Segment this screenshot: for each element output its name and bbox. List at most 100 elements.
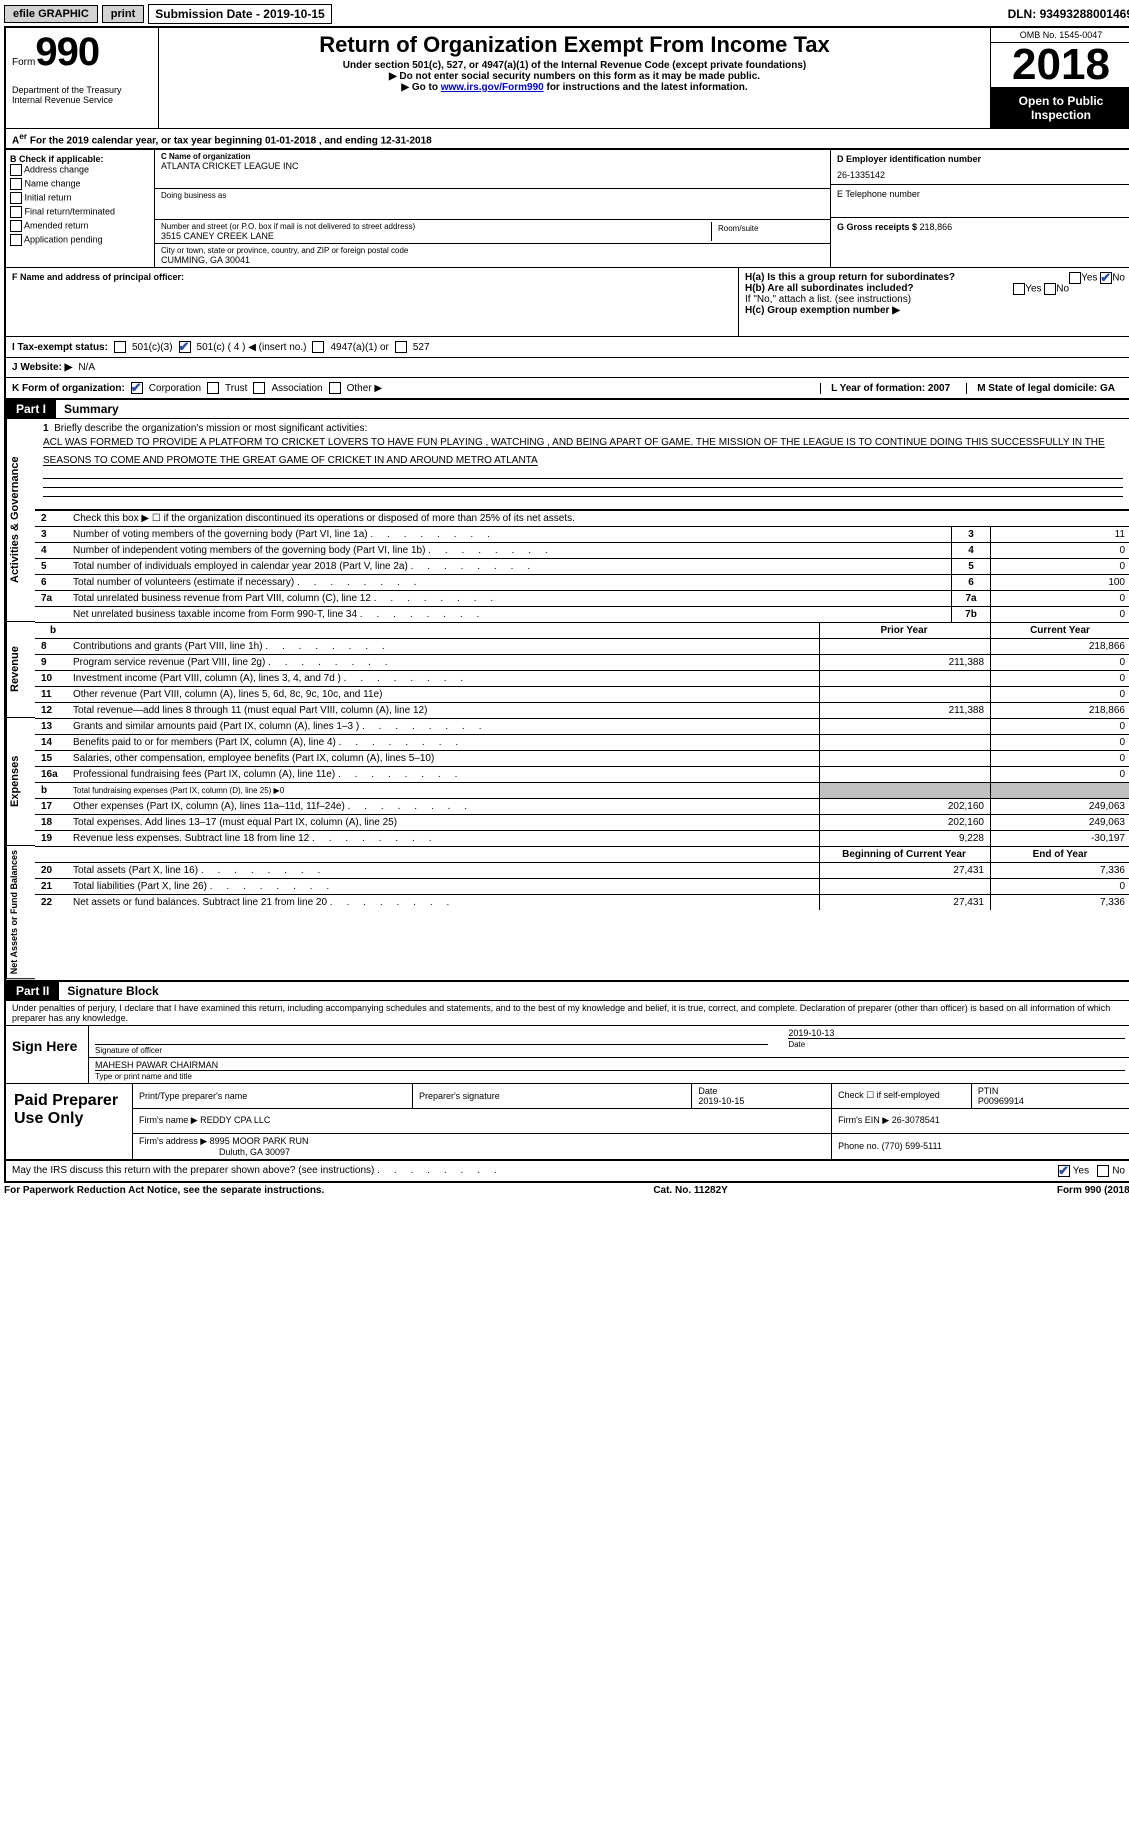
l8-text: Contributions and grants (Part VIII, lin… [69,639,820,655]
checkbox-icon[interactable] [395,341,407,353]
l5-val: 0 [991,559,1129,575]
city-value: CUMMING, GA 30041 [161,255,824,265]
checkbox-icon[interactable] [1069,272,1081,284]
opt-trust: Trust [225,383,247,394]
checkbox-icon[interactable] [1058,1165,1070,1177]
form-number: Form990 [12,30,152,75]
l4-num: 4 [35,543,69,559]
line6-row: 6Total number of volunteers (estimate if… [35,575,1129,591]
checkbox-icon[interactable] [131,382,143,394]
l21-curr: 0 [991,879,1129,895]
l9-curr: 0 [991,655,1129,671]
line2-text: Check this box ▶ ☐ if the organization d… [69,511,1129,527]
col-b: B Check if applicable: Address change Na… [6,150,155,267]
l6-text: Total number of volunteers (estimate if … [69,575,952,591]
l14-num: 14 [35,735,69,751]
l16a-curr: 0 [991,767,1129,783]
footer: For Paperwork Reduction Act Notice, see … [4,1183,1129,1198]
ptin-value: P00969914 [978,1096,1024,1106]
block-bcd: B Check if applicable: Address change Na… [4,148,1129,268]
checkbox-icon[interactable] [114,341,126,353]
gross-cell: G Gross receipts $ 218,866 [831,218,1129,250]
part1-title: Summary [56,400,1129,419]
ha-yes: Yes [1081,273,1097,284]
line10-row: 10Investment income (Part VIII, column (… [35,671,1129,687]
checkbox-icon[interactable] [207,382,219,394]
checkbox-icon[interactable] [329,382,341,394]
l4-box: 4 [952,543,991,559]
line12-row: 12Total revenue—add lines 8 through 11 (… [35,703,1129,719]
l19-prior: 9,228 [820,831,991,847]
l13-text: Grants and similar amounts paid (Part IX… [69,719,820,735]
addr-cell: Number and street (or P.O. box if mail i… [155,220,830,244]
l13-prior [820,719,991,735]
l10-num: 10 [35,671,69,687]
chk-amended-label: Amended return [24,221,89,231]
chk-name[interactable]: Name change [10,178,150,190]
part2-header: Part II Signature Block [4,982,1129,1001]
l12-num: 12 [35,703,69,719]
preparer-table: Print/Type preparer's name Preparer's si… [133,1084,1129,1159]
checkbox-icon[interactable] [253,382,265,394]
l22-num: 22 [35,895,69,911]
chk-amended[interactable]: Amended return [10,220,150,232]
sig-date-value: 2019-10-13 [788,1028,1125,1038]
line5-row: 5Total number of individuals employed in… [35,559,1129,575]
hdr-prior: Prior Year [820,623,991,639]
l18-text: Total expenses. Add lines 13–17 (must eq… [69,815,820,831]
l3-val: 11 [991,527,1129,543]
l19-curr: -30,197 [991,831,1129,847]
firm-ein-label: Firm's EIN ▶ [838,1115,889,1125]
col-d: D Employer identification number 26-1335… [830,150,1129,267]
gross-label: G Gross receipts $ [837,222,920,232]
checkbox-icon [10,164,22,176]
checkbox-icon[interactable] [1097,1165,1109,1177]
chk-address[interactable]: Address change [10,164,150,176]
l9-text: Program service revenue (Part VIII, line… [69,655,820,671]
efile-button[interactable]: efile GRAPHIC [4,5,98,23]
l7b-val: 0 [991,607,1129,623]
l21-text: Total liabilities (Part X, line 26) [69,879,820,895]
chk-pending[interactable]: Application pending [10,234,150,246]
l19-num: 19 [35,831,69,847]
line18-row: 18Total expenses. Add lines 13–17 (must … [35,815,1129,831]
l16b-num: b [35,783,69,799]
l5-text: Total number of individuals employed in … [69,559,952,575]
ein-value: 26-1335142 [837,170,1125,180]
form990-link[interactable]: www.irs.gov/Form990 [441,82,544,93]
line20-row: 20Total assets (Part X, line 16)27,4317,… [35,863,1129,879]
line4-row: 4Number of independent voting members of… [35,543,1129,559]
hb-no: No [1056,284,1069,295]
phone-label: E Telephone number [837,189,1125,199]
line7a-row: 7aTotal unrelated business revenue from … [35,591,1129,607]
line13-row: 13Grants and similar amounts paid (Part … [35,719,1129,735]
checkbox-icon[interactable] [1044,283,1056,295]
room-label: Room/suite [712,222,824,241]
chk-initial[interactable]: Initial return [10,192,150,204]
l3-box: 3 [952,527,991,543]
opt-corp: Corporation [149,383,201,394]
checkbox-icon[interactable] [179,341,191,353]
line-a-text: For the 2019 calendar year, or tax year … [30,135,432,146]
hb-label: H(b) Are all subordinates included? [745,283,914,294]
l11-curr: 0 [991,687,1129,703]
l21-num: 21 [35,879,69,895]
firm-addr: 8995 MOOR PARK RUN [210,1136,309,1146]
checkbox-icon[interactable] [1013,283,1025,295]
hb-yes: Yes [1025,284,1041,295]
checkbox-icon[interactable] [1100,272,1112,284]
l3-num: 3 [35,527,69,543]
line16b-row: bTotal fundraising expenses (Part IX, co… [35,783,1129,799]
ein-cell: D Employer identification number 26-1335… [831,150,1129,185]
header-sub2: ▶ Do not enter social security numbers o… [165,71,984,82]
l13-num: 13 [35,719,69,735]
checkbox-icon [10,220,22,232]
chk-final[interactable]: Final return/terminated [10,206,150,218]
l6-box: 6 [952,575,991,591]
form-title: Return of Organization Exempt From Incom… [165,32,984,58]
l9-num: 9 [35,655,69,671]
l7a-box: 7a [952,591,991,607]
print-button[interactable]: print [102,5,144,23]
l17-curr: 249,063 [991,799,1129,815]
checkbox-icon[interactable] [312,341,324,353]
